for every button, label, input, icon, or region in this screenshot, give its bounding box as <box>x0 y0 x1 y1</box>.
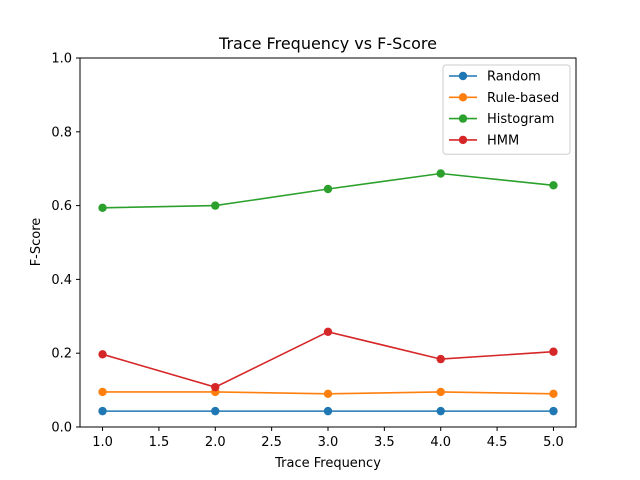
data-point-random <box>549 406 558 416</box>
data-point-hmm <box>436 354 445 364</box>
x-tick-label: 2.0 <box>205 435 226 450</box>
data-point-hmm <box>323 327 333 336</box>
legend-item-rule-based: Rule-based <box>449 91 559 106</box>
data-point-random <box>98 406 107 416</box>
x-tick-label: 1.5 <box>149 435 170 450</box>
data-point-rule-based <box>323 389 333 398</box>
x-tick-label: 4.5 <box>487 435 508 450</box>
data-point-rule-based <box>436 387 445 397</box>
data-point-histogram <box>436 169 445 178</box>
legend-label-hmm: HMM <box>487 133 519 148</box>
data-point-rule-based <box>98 387 107 397</box>
y-tick-label: 0.8 <box>51 125 72 140</box>
y-tick-label: 1.0 <box>51 52 72 67</box>
x-tick-label: 1.0 <box>92 435 113 450</box>
data-point-hmm <box>98 350 107 359</box>
legend-marker-random <box>458 71 468 81</box>
legend-marker-histogram <box>458 114 468 123</box>
x-tick-label: 3.5 <box>374 435 395 450</box>
data-point-random <box>436 406 445 416</box>
plot-area: 1.0 1.5 2.0 2.5 3.0 3.5 4.0 4.5 5.0 0.0 0.2 0.4 0.6 0… <box>51 52 577 450</box>
series-random <box>98 406 558 416</box>
y-axis-label: F-Score <box>29 218 44 267</box>
legend: Random Rule-based Histogram HMM <box>442 64 571 155</box>
series-histogram <box>98 169 558 213</box>
legend-label-random: Random <box>487 70 541 85</box>
series-rule-based <box>98 387 558 398</box>
legend-item-random: Random <box>449 70 541 85</box>
x-tick-label: 3.0 <box>318 435 339 450</box>
legend-label-rule-based: Rule-based <box>487 91 559 106</box>
legend-item-histogram: Histogram <box>449 112 554 127</box>
data-point-hmm <box>211 382 220 392</box>
y-tick-label: 0.4 <box>51 273 72 288</box>
data-point-hmm <box>549 347 558 356</box>
legend-item-hmm: HMM <box>449 133 519 148</box>
series-hmm <box>98 327 558 392</box>
legend-box <box>442 64 571 155</box>
legend-marker-hmm <box>458 135 468 145</box>
x-axis-label: Trace Frequency <box>274 456 381 471</box>
x-tick-label: 2.5 <box>261 435 282 450</box>
y-tick-label: 0.0 <box>51 421 72 436</box>
data-point-histogram <box>211 201 220 210</box>
data-point-rule-based <box>549 389 558 398</box>
legend-label-histogram: Histogram <box>487 112 554 127</box>
y-tick-label: 0.6 <box>51 199 72 214</box>
legend-marker-rule-based <box>458 93 468 102</box>
x-tick-label: 5.0 <box>543 435 564 450</box>
data-point-histogram <box>323 184 333 194</box>
chart-title: Trace Frequency vs F-Score <box>218 34 437 53</box>
data-point-random <box>323 406 333 416</box>
y-tick-label: 0.2 <box>51 347 72 362</box>
x-tick-label: 4.0 <box>430 435 451 450</box>
data-point-random <box>211 406 220 416</box>
data-point-histogram <box>98 203 107 213</box>
data-point-histogram <box>549 181 558 190</box>
